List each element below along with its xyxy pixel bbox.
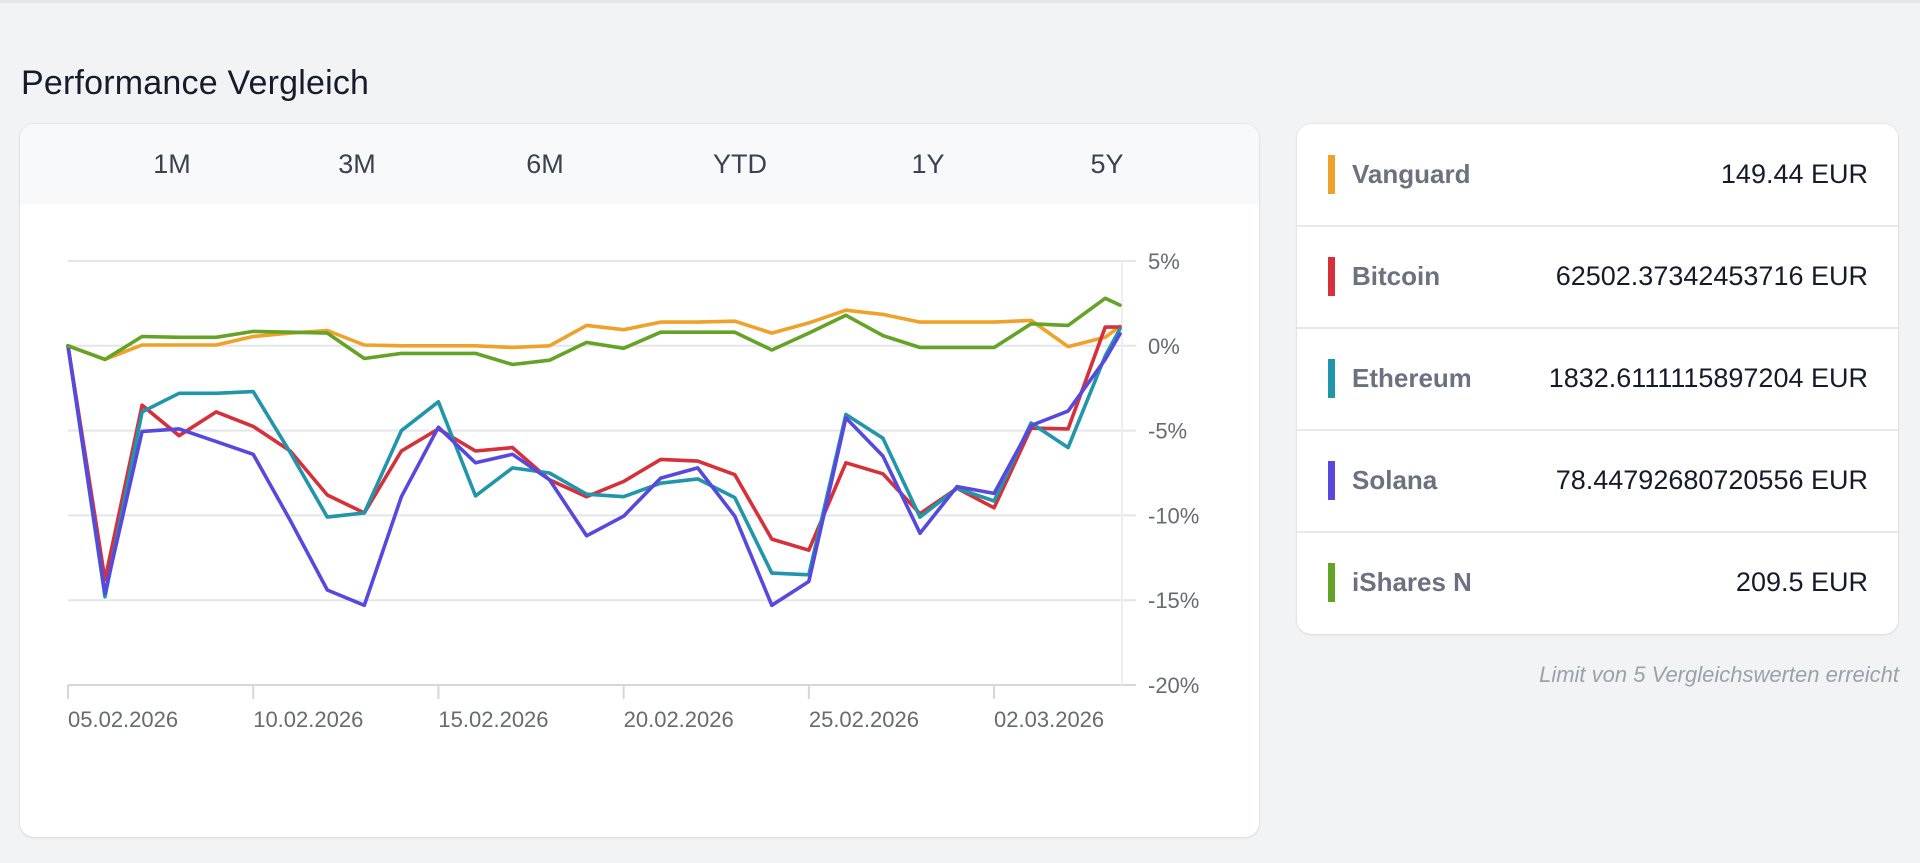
tab-ytd[interactable]: YTD xyxy=(713,149,767,179)
tab-6m[interactable]: 6M xyxy=(526,149,564,179)
legend-item-bitcoin[interactable]: Bitcoin 62502.37342453716 EUR xyxy=(1297,226,1898,329)
color-swatch xyxy=(1328,461,1335,500)
tab-3m[interactable]: 3M xyxy=(338,149,376,179)
x-tick-label: 15.02.2026 xyxy=(438,707,548,732)
limit-reached-note: Limit von 5 Vergleichswerten erreicht xyxy=(1539,662,1899,687)
page-title: Performance Vergleich xyxy=(21,64,370,102)
chart-card: 1M 3M 6M YTD 1Y 5Y 5% 0% -5% -10% -15% -20% 0… xyxy=(20,124,1259,837)
y-tick-label: 5% xyxy=(1148,249,1180,274)
legend-item-name: Ethereum xyxy=(1352,363,1470,393)
legend-item-price: 78.44792680720556 EUR xyxy=(1555,465,1868,495)
legend-item-price: 62502.37342453716 EUR xyxy=(1555,261,1868,291)
color-swatch xyxy=(1328,563,1335,602)
legend-item-name: Vanguard xyxy=(1352,159,1470,189)
legend-item-name: Solana xyxy=(1352,465,1438,495)
y-tick-label: 0% xyxy=(1148,334,1180,359)
legend-item-vanguard[interactable]: Vanguard 149.44 EUR xyxy=(1297,124,1898,227)
y-tick-label: -15% xyxy=(1148,588,1199,613)
legend-item-name: Bitcoin xyxy=(1352,261,1441,291)
performance-line-chart[interactable]: 5% 0% -5% -10% -15% -20% 05.02.2026 10.02.2026… xyxy=(20,124,1259,837)
x-tick-label: 25.02.2026 xyxy=(809,707,919,732)
series-line-vanguard[interactable] xyxy=(66,308,1122,362)
x-axis-labels: 05.02.2026 10.02.2026 15.02.2026 20.02.2026… xyxy=(68,707,1104,732)
legend-item-price: 149.44 EUR xyxy=(1720,159,1868,189)
series-line-ethereum[interactable] xyxy=(66,327,1122,599)
legend-item-price: 209.5 EUR xyxy=(1735,567,1868,597)
tab-1y[interactable]: 1Y xyxy=(911,149,945,179)
color-swatch xyxy=(1328,155,1335,194)
y-tick-label: -5% xyxy=(1148,419,1187,444)
top-divider xyxy=(0,0,1920,3)
legend-item-price: 1832.6111115897204 EUR xyxy=(1548,363,1868,393)
series-line-bitcoin[interactable] xyxy=(66,325,1122,582)
x-tick-label: 20.02.2026 xyxy=(624,707,734,732)
tab-5y[interactable]: 5Y xyxy=(1090,149,1124,179)
x-tick-label: 05.02.2026 xyxy=(68,707,178,732)
color-swatch xyxy=(1328,257,1335,296)
x-tick-label: 02.03.2026 xyxy=(994,707,1104,732)
series-line-ishares-n[interactable] xyxy=(66,296,1122,367)
legend-item-name: iShares N xyxy=(1352,567,1470,597)
comparison-legend: Vanguard 149.44 EUR Bitcoin 62502.373424… xyxy=(1297,124,1898,634)
series-layer xyxy=(66,296,1122,608)
series-line-solana[interactable] xyxy=(66,332,1122,608)
x-tick-label: 10.02.2026 xyxy=(253,707,363,732)
y-tick-label: -10% xyxy=(1148,503,1199,528)
legend-item-ethereum[interactable]: Ethereum 1832.6111115897204 EUR xyxy=(1297,328,1898,431)
tab-1m[interactable]: 1M xyxy=(153,149,191,179)
legend-item-solana[interactable]: Solana 78.44792680720556 EUR xyxy=(1297,430,1898,533)
timeframe-tabs: 1M 3M 6M YTD 1Y 5Y xyxy=(20,124,1259,204)
y-axis-labels: 5% 0% -5% -10% -15% -20% xyxy=(1148,249,1199,698)
y-tick-label: -20% xyxy=(1148,673,1199,698)
color-swatch xyxy=(1328,359,1335,398)
legend-item-ishares[interactable]: iShares N 209.5 EUR xyxy=(1297,532,1898,633)
